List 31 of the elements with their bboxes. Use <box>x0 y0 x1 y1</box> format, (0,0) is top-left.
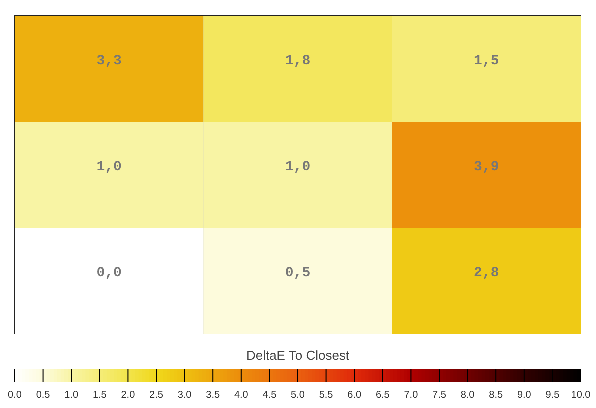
color-bar-title: DeltaE To Closest <box>246 348 350 363</box>
color-bar-label: 1.0 <box>64 390 79 401</box>
color-bar-label: 6.5 <box>376 390 390 401</box>
data-label: 3,9 <box>474 160 500 176</box>
color-bar-label: 2.0 <box>121 390 136 401</box>
color-bar-label: 7.5 <box>432 390 447 401</box>
color-bar-label: 9.0 <box>517 390 532 401</box>
color-bar-label: 8.0 <box>460 390 476 401</box>
data-label: 1,5 <box>474 54 500 70</box>
data-label: 0,0 <box>96 266 122 282</box>
color-bar-label: 10.0 <box>571 390 592 401</box>
data-label: 2,8 <box>474 266 500 282</box>
color-bar-label: 3.5 <box>206 390 220 401</box>
color-bar-label: 0.0 <box>8 390 22 401</box>
color-bar-label: 1.5 <box>92 390 108 401</box>
color-bar-label: 8.5 <box>489 390 504 401</box>
data-label: 1,8 <box>285 54 311 70</box>
data-label: 1,0 <box>96 160 122 176</box>
data-label: 0,5 <box>285 266 311 282</box>
color-bar-label: 2.5 <box>150 390 164 401</box>
color-bar-label: 0.5 <box>36 390 51 401</box>
color-bar-label: 7.0 <box>404 390 419 401</box>
color-bar-label: 4.0 <box>234 390 249 401</box>
color-bar-label: 9.5 <box>546 390 560 401</box>
color-bar-label: 5.5 <box>319 390 334 401</box>
color-bar-label: 6.0 <box>348 390 362 401</box>
color-bar-label: 5.0 <box>291 390 306 401</box>
color-bar-label: 3.0 <box>178 390 192 401</box>
data-label: 3,3 <box>96 54 122 70</box>
data-label: 1,0 <box>285 160 311 176</box>
color-bar-label: 4.5 <box>262 390 278 401</box>
